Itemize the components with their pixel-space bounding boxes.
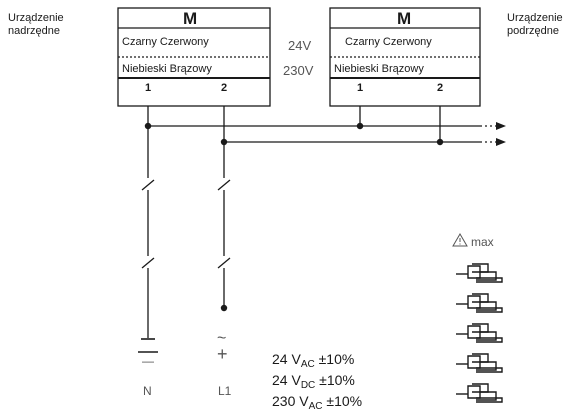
voltage-24vdc-sub: DC	[300, 380, 316, 391]
ac-symbol: ~	[217, 330, 227, 347]
voltage-24vdc-tol: ±10%	[315, 372, 355, 388]
voltage-24vdc-value: 24 V	[272, 372, 301, 388]
slave-device-label-line2: podrzędne	[507, 25, 559, 37]
master-colors-row2: Niebieski Brązowy	[122, 63, 212, 75]
voltage-230vac: 230 VAC ±10%	[272, 393, 363, 412]
minus-symbol: —	[142, 354, 154, 368]
voltage-24vac-value: 24 V	[272, 351, 301, 367]
master-device-label-line1: Urządzenie	[8, 12, 64, 24]
junction-dot	[356, 122, 364, 130]
warning-icon	[452, 233, 468, 247]
voltage-24vac-tol: ±10%	[314, 351, 355, 367]
junction-dot	[144, 122, 152, 130]
junction-dot	[220, 304, 228, 312]
junction-dot	[220, 138, 228, 146]
supply-24v: 24V	[288, 38, 312, 53]
slave-title: M	[397, 9, 412, 28]
master-device-label-line2: nadrzędne	[8, 25, 60, 37]
supply-230v: 230V	[283, 63, 314, 78]
actuator-icon	[456, 263, 503, 283]
actuator-icon	[456, 293, 503, 313]
slave-colors-row2: Niebieski Brązowy	[334, 63, 424, 75]
master-device-label: Urządzenie nadrzędne	[8, 12, 64, 38]
terminal-n-label: N	[143, 384, 152, 398]
actuator-icon	[456, 323, 503, 343]
slave-device-label: Urządzenie podrzędne	[507, 12, 563, 38]
master-colors-row1: Czarny Czerwony	[122, 36, 209, 48]
master-title: M	[183, 9, 198, 28]
plus-symbol: +	[217, 344, 228, 364]
voltage-24vac-sub: AC	[300, 359, 315, 370]
voltage-230vac-tol: ±10%	[322, 393, 363, 409]
voltage-24vdc: 24 VDC ±10%	[272, 372, 355, 391]
max-label: max	[471, 235, 494, 249]
master-terminal-2: 2	[221, 82, 228, 94]
master-terminal-1: 1	[145, 82, 152, 94]
junction-dot	[436, 138, 444, 146]
actuator-icon	[456, 353, 503, 373]
terminal-l1-label: L1	[218, 384, 232, 398]
voltage-24vac: 24 VAC ±10%	[272, 351, 355, 370]
slave-terminal-1: 1	[357, 82, 364, 94]
slave-colors-row1: Czarny Czerwony	[345, 36, 432, 48]
voltage-230vac-sub: AC	[308, 401, 323, 412]
slave-terminal-2: 2	[437, 82, 444, 94]
slave-device-label-line1: Urządzenie	[507, 12, 563, 24]
actuator-icon	[456, 383, 503, 403]
voltage-230vac-value: 230 V	[272, 393, 309, 409]
